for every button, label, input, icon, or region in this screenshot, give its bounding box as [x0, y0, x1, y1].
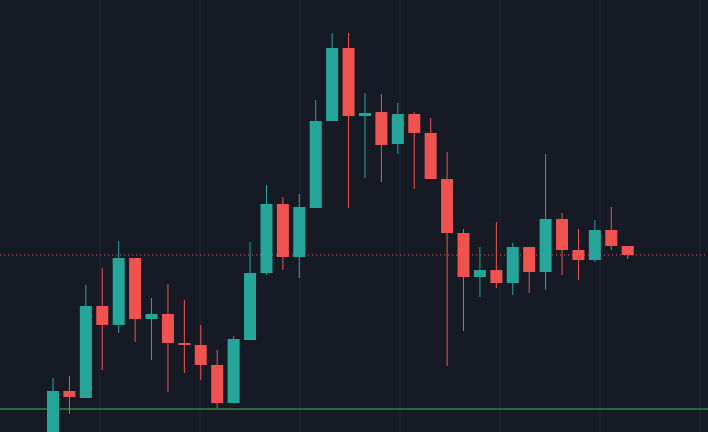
candle-body [129, 258, 142, 319]
candle-body [408, 114, 421, 133]
candle-body [523, 247, 536, 272]
candle-body [326, 48, 339, 121]
candle-body [309, 121, 322, 208]
candle-body [112, 258, 125, 325]
candle-body [227, 339, 240, 403]
candle-body [276, 204, 289, 257]
candle-body [260, 204, 273, 273]
candle-body [391, 114, 404, 144]
candle-body [605, 230, 618, 246]
candle-body [161, 314, 174, 343]
candle-body [145, 314, 158, 319]
candle-body [621, 246, 634, 255]
candle-body [556, 219, 569, 250]
candle-body [79, 306, 92, 398]
candle-body [473, 270, 486, 277]
candle-body [490, 270, 503, 283]
candle-body [178, 343, 191, 345]
candle-body [457, 233, 470, 277]
candle-body [194, 345, 207, 365]
candle-body [96, 306, 109, 325]
candle-body [63, 391, 76, 397]
candle-body [424, 133, 437, 179]
candle-body [506, 247, 519, 283]
candle-body [244, 273, 257, 340]
grid [99, 0, 701, 432]
candle-body [375, 112, 388, 145]
candle-body [572, 250, 585, 260]
candle-body [211, 365, 224, 403]
candle-body [342, 48, 355, 116]
candle-body [441, 179, 454, 233]
candle-body [588, 230, 601, 260]
candle-body [539, 219, 552, 272]
candle-body [293, 207, 306, 257]
candle-body [358, 113, 371, 116]
candle-body [47, 391, 59, 432]
